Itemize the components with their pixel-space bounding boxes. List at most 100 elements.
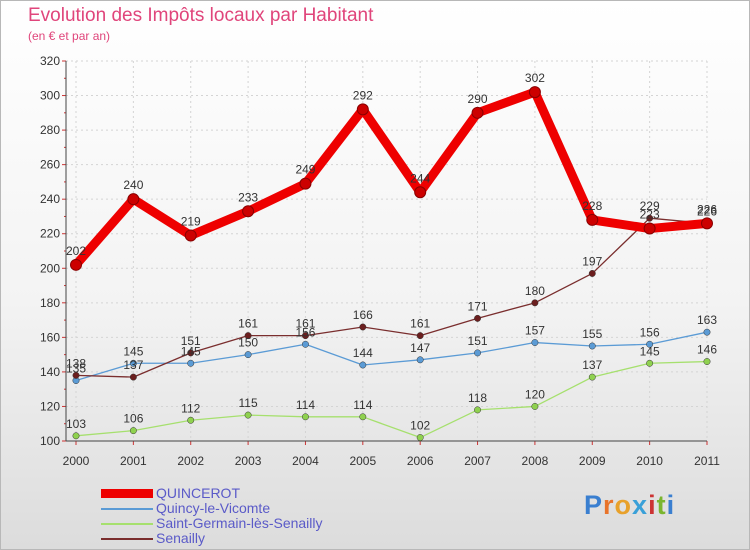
data-label: 106	[123, 412, 143, 426]
data-point	[359, 361, 367, 369]
data-point	[356, 103, 369, 116]
data-label: 290	[468, 92, 488, 106]
y-tick-label: 200	[40, 261, 60, 275]
y-tick-label: 120	[40, 399, 60, 413]
data-point	[588, 342, 596, 350]
data-point	[416, 434, 424, 441]
data-label: 228	[582, 199, 602, 213]
data-point	[129, 427, 137, 435]
data-label: 146	[697, 343, 717, 357]
data-label: 229	[640, 199, 660, 213]
x-tick-label: 2006	[407, 454, 434, 468]
data-label: 166	[353, 308, 373, 322]
legend-swatch	[101, 507, 153, 510]
x-tick-label: 2000	[63, 454, 90, 468]
data-point	[474, 349, 481, 357]
x-tick-label: 2007	[464, 454, 491, 468]
series-line-Senailly	[75, 217, 708, 378]
data-label: 244	[410, 171, 430, 185]
data-point	[416, 356, 424, 364]
data-point	[187, 349, 195, 357]
y-tick-label: 280	[40, 123, 60, 137]
data-label: 137	[582, 358, 602, 372]
data-label: 156	[640, 325, 660, 339]
data-point	[302, 413, 309, 421]
data-label: 102	[410, 419, 430, 433]
data-point	[242, 205, 255, 218]
data-point	[72, 432, 80, 440]
y-tick-label: 160	[40, 330, 60, 344]
data-label: 151	[468, 334, 488, 348]
data-point	[531, 403, 539, 410]
data-point	[244, 351, 252, 359]
data-point	[187, 416, 195, 424]
y-tick-label: 320	[40, 54, 60, 68]
series-line-Quincy-le-Vicomte	[75, 331, 708, 382]
y-tick-label: 100	[40, 434, 60, 448]
data-point	[531, 299, 539, 307]
data-label: 223	[640, 208, 660, 222]
logo-letter: P	[584, 490, 604, 520]
logo-letter: t	[656, 490, 667, 520]
data-label: 197	[582, 254, 602, 268]
data-point	[302, 332, 309, 340]
legend-swatch	[101, 537, 153, 540]
data-label: 151	[181, 334, 201, 348]
logo-letter: o	[614, 490, 633, 520]
x-tick-label: 2009	[579, 454, 606, 468]
data-point	[646, 340, 654, 348]
data-point	[588, 373, 596, 381]
x-tick-label: 2011	[694, 454, 720, 468]
data-point	[703, 328, 711, 336]
x-tick-label: 2003	[235, 454, 262, 468]
data-label: 161	[295, 317, 315, 331]
plot-area	[66, 61, 707, 441]
data-label: 292	[353, 88, 373, 102]
data-label: 114	[353, 398, 372, 412]
data-point	[701, 217, 713, 230]
data-point	[471, 106, 484, 119]
data-label: 180	[525, 284, 545, 298]
data-label: 156	[295, 325, 315, 339]
chart-subtitle: (en € et par an)	[28, 29, 111, 43]
logo-letter: i	[666, 490, 676, 520]
data-label: 219	[181, 214, 201, 228]
data-point	[70, 258, 82, 271]
data-point	[299, 177, 312, 190]
data-point	[359, 413, 367, 421]
data-label: 118	[468, 391, 487, 405]
data-label: 147	[410, 341, 430, 355]
data-point	[646, 214, 654, 222]
data-label: 249	[295, 163, 315, 177]
data-point	[129, 373, 137, 381]
data-label: 171	[468, 299, 488, 313]
legend-swatch	[101, 489, 153, 498]
data-point	[643, 222, 656, 235]
data-label: 150	[238, 336, 258, 350]
data-label: 302	[525, 71, 545, 85]
proxiti-logo: Proxiti	[584, 490, 675, 521]
data-label: 135	[66, 362, 86, 376]
logo-letter: i	[648, 490, 657, 520]
y-tick-label: 140	[40, 365, 60, 379]
data-point	[72, 371, 80, 379]
data-point	[586, 213, 599, 226]
data-point	[531, 339, 539, 346]
data-point	[474, 314, 481, 322]
data-label: 115	[239, 396, 258, 410]
x-tick-label: 2001	[120, 454, 147, 468]
legend-label: QUINCEROT	[156, 485, 240, 501]
data-label: 103	[66, 417, 86, 431]
grid	[66, 60, 708, 442]
axes: 100 120 140 160 180 200 220 240 260 280 300 320 2000…	[40, 54, 720, 468]
data-point	[703, 358, 711, 365]
data-label: 155	[582, 327, 602, 341]
x-tick-label: 2002	[177, 454, 204, 468]
data-label: 202	[66, 244, 86, 258]
data-label: 114	[296, 398, 315, 412]
data-label: 163	[697, 313, 717, 327]
data-point	[244, 411, 252, 419]
data-point	[184, 229, 197, 242]
data-label: 120	[525, 387, 545, 401]
